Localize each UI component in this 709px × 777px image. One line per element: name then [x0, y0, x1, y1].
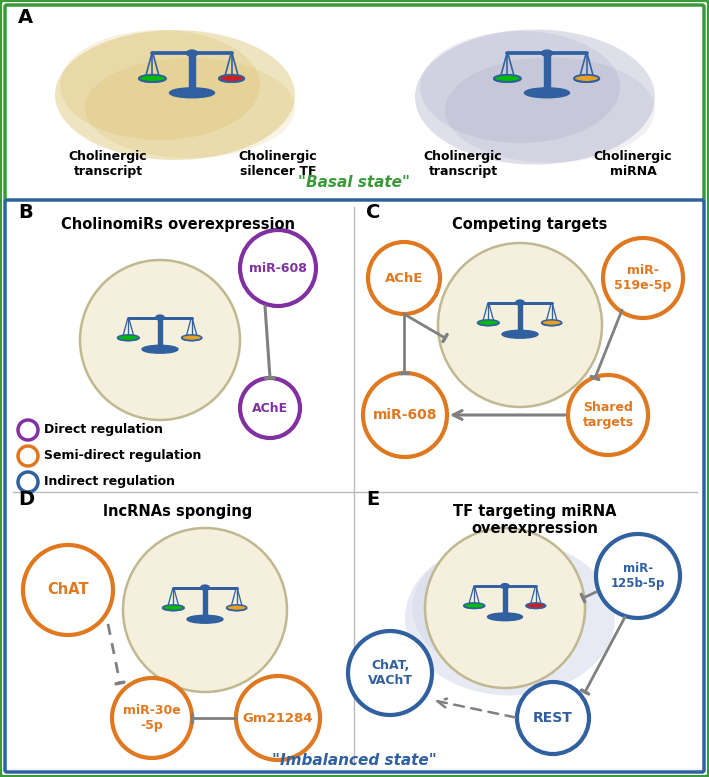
Circle shape — [517, 682, 589, 754]
Ellipse shape — [525, 88, 569, 98]
Text: Direct regulation: Direct regulation — [44, 423, 163, 437]
Text: TF targeting miRNA
overexpression: TF targeting miRNA overexpression — [453, 504, 617, 536]
Circle shape — [23, 545, 113, 635]
Circle shape — [18, 472, 38, 492]
Ellipse shape — [542, 320, 562, 326]
Bar — [503, 586, 507, 617]
Ellipse shape — [85, 58, 295, 158]
Ellipse shape — [488, 613, 523, 621]
Circle shape — [236, 676, 320, 760]
Ellipse shape — [118, 335, 139, 340]
Ellipse shape — [413, 543, 588, 673]
Circle shape — [603, 238, 683, 318]
Bar — [518, 302, 522, 334]
Bar — [189, 53, 195, 92]
Text: E: E — [366, 490, 379, 509]
Text: A: A — [18, 8, 33, 27]
Text: Semi-direct regulation: Semi-direct regulation — [44, 450, 201, 462]
Ellipse shape — [162, 605, 184, 611]
Text: Cholinergic
transcript: Cholinergic transcript — [69, 150, 147, 178]
Text: miR-
125b-5p: miR- 125b-5p — [611, 562, 665, 590]
Text: miR-
519e-5p: miR- 519e-5p — [614, 264, 671, 292]
Circle shape — [596, 534, 680, 618]
Text: lncRNAs sponging: lncRNAs sponging — [104, 504, 252, 519]
Ellipse shape — [60, 30, 260, 140]
Bar — [545, 53, 549, 92]
Text: AChE: AChE — [385, 271, 423, 284]
Circle shape — [18, 446, 38, 466]
Circle shape — [368, 242, 440, 314]
Ellipse shape — [420, 31, 620, 143]
Ellipse shape — [574, 75, 599, 82]
Ellipse shape — [501, 584, 509, 588]
Ellipse shape — [139, 75, 166, 82]
Ellipse shape — [142, 345, 178, 354]
Ellipse shape — [464, 603, 485, 608]
Ellipse shape — [526, 603, 546, 608]
Circle shape — [240, 230, 316, 306]
Text: AChE: AChE — [252, 402, 288, 414]
Text: "Imbalanced state": "Imbalanced state" — [272, 753, 436, 768]
Ellipse shape — [201, 585, 209, 590]
Ellipse shape — [415, 30, 655, 165]
Ellipse shape — [542, 50, 552, 57]
Text: ChAT: ChAT — [48, 583, 89, 598]
Circle shape — [123, 528, 287, 692]
Text: Cholinergic
silencer TF: Cholinergic silencer TF — [239, 150, 318, 178]
Ellipse shape — [445, 57, 655, 162]
Text: Indirect regulation: Indirect regulation — [44, 476, 175, 489]
FancyBboxPatch shape — [5, 5, 704, 201]
FancyBboxPatch shape — [5, 200, 704, 772]
Ellipse shape — [55, 30, 295, 160]
Bar — [158, 318, 162, 349]
Circle shape — [363, 373, 447, 457]
Circle shape — [425, 528, 585, 688]
Ellipse shape — [187, 615, 223, 623]
Circle shape — [348, 631, 432, 715]
Text: miR-30e
-5p: miR-30e -5p — [123, 704, 181, 732]
Ellipse shape — [494, 75, 521, 82]
Ellipse shape — [169, 88, 215, 98]
Ellipse shape — [219, 75, 244, 82]
Circle shape — [438, 243, 602, 407]
Ellipse shape — [405, 541, 615, 695]
Text: Shared
targets: Shared targets — [582, 401, 634, 429]
Ellipse shape — [227, 605, 247, 611]
Circle shape — [568, 375, 648, 455]
Circle shape — [18, 420, 38, 440]
Text: Gm21284: Gm21284 — [242, 712, 313, 724]
Ellipse shape — [478, 320, 499, 326]
Text: CholinomiRs overexpression: CholinomiRs overexpression — [61, 217, 295, 232]
Text: Cholinergic
transcript: Cholinergic transcript — [424, 150, 502, 178]
Text: ChAT,
VAChT: ChAT, VAChT — [367, 659, 413, 687]
Circle shape — [112, 678, 192, 758]
Circle shape — [240, 378, 300, 438]
Text: miR-608: miR-608 — [373, 408, 437, 422]
Text: Competing targets: Competing targets — [452, 217, 608, 232]
Ellipse shape — [515, 300, 525, 305]
Text: "Basal state": "Basal state" — [298, 175, 410, 190]
Bar — [203, 587, 207, 619]
Ellipse shape — [186, 50, 197, 57]
Text: REST: REST — [533, 711, 573, 725]
Ellipse shape — [502, 330, 538, 338]
Text: miR-608: miR-608 — [249, 262, 307, 274]
Circle shape — [80, 260, 240, 420]
Text: B: B — [18, 203, 33, 222]
Text: D: D — [18, 490, 34, 509]
Ellipse shape — [182, 335, 202, 340]
Ellipse shape — [156, 315, 164, 320]
Text: C: C — [366, 203, 380, 222]
Text: Cholinergic
miRNA: Cholinergic miRNA — [593, 150, 672, 178]
